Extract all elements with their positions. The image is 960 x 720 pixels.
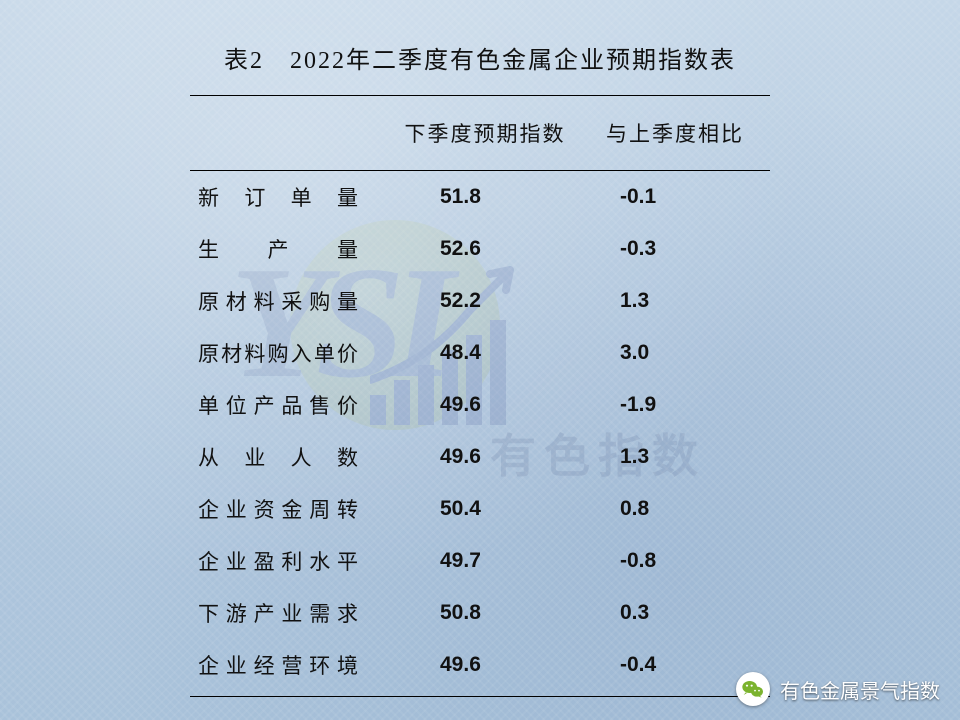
row-label: 下游产业需求 [190,587,390,639]
row-delta: 0.3 [580,587,770,639]
row-delta: 1.3 [580,431,770,483]
col-vs-prev: 与上季度相比 [580,96,770,171]
row-label: 从业人数 [190,431,390,483]
col-expected-index: 下季度预期指数 [390,96,580,171]
row-value: 49.6 [390,639,580,697]
row-value: 49.6 [390,431,580,483]
table-row: 企业盈利水平49.7-0.8 [190,535,770,587]
table-row: 企业经营环境49.6-0.4 [190,639,770,697]
row-label: 原材料购入单价 [190,327,390,379]
row-delta: -0.3 [580,223,770,275]
row-delta: -1.9 [580,379,770,431]
row-value: 48.4 [390,327,580,379]
row-label: 生产量 [190,223,390,275]
row-delta: -0.8 [580,535,770,587]
row-value: 49.6 [390,379,580,431]
row-value: 51.8 [390,171,580,224]
row-value: 52.6 [390,223,580,275]
wechat-icon [736,672,770,706]
row-value: 49.7 [390,535,580,587]
table-row: 原材料购入单价48.43.0 [190,327,770,379]
table-title: 表2 2022年二季度有色金属企业预期指数表 [100,40,860,75]
row-delta: 1.3 [580,275,770,327]
table-row: 生产量52.6-0.3 [190,223,770,275]
row-label: 新订单量 [190,171,390,224]
source-footer: 有色金属景气指数 [736,672,940,706]
row-delta: 3.0 [580,327,770,379]
row-label: 企业资金周转 [190,483,390,535]
row-value: 52.2 [390,275,580,327]
row-label: 单位产品售价 [190,379,390,431]
table-row: 企业资金周转50.40.8 [190,483,770,535]
row-value: 50.4 [390,483,580,535]
index-table: 下季度预期指数 与上季度相比 新订单量51.8-0.1生产量52.6-0.3原材… [190,95,770,697]
row-delta: 0.8 [580,483,770,535]
source-label: 有色金属景气指数 [780,675,940,704]
table-row: 单位产品售价49.6-1.9 [190,379,770,431]
row-delta: -0.1 [580,171,770,224]
row-label: 企业盈利水平 [190,535,390,587]
table-row: 从业人数49.61.3 [190,431,770,483]
col-blank [190,96,390,171]
table-row: 原材料采购量52.21.3 [190,275,770,327]
table-row: 新订单量51.8-0.1 [190,171,770,224]
row-label: 原材料采购量 [190,275,390,327]
row-value: 50.8 [390,587,580,639]
row-label: 企业经营环境 [190,639,390,697]
table-row: 下游产业需求50.80.3 [190,587,770,639]
